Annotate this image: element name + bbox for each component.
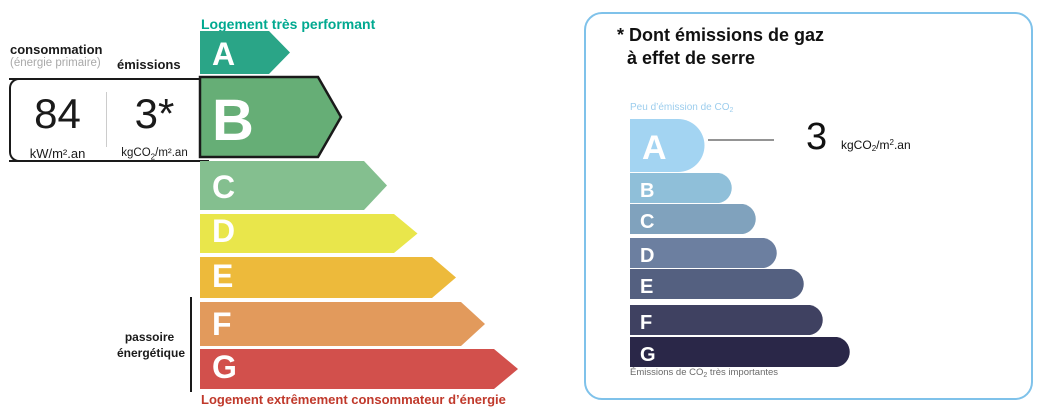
svg-text:D: D	[640, 245, 654, 267]
svg-text:E: E	[640, 276, 653, 298]
svg-text:F: F	[640, 312, 652, 334]
svg-text:B: B	[640, 180, 654, 202]
svg-text:kgCO2/m2.an: kgCO2/m2.an	[841, 138, 911, 153]
svg-text:C: C	[640, 211, 654, 233]
svg-text:3: 3	[806, 116, 827, 158]
svg-text:G: G	[640, 344, 656, 366]
svg-text:A: A	[642, 129, 667, 167]
